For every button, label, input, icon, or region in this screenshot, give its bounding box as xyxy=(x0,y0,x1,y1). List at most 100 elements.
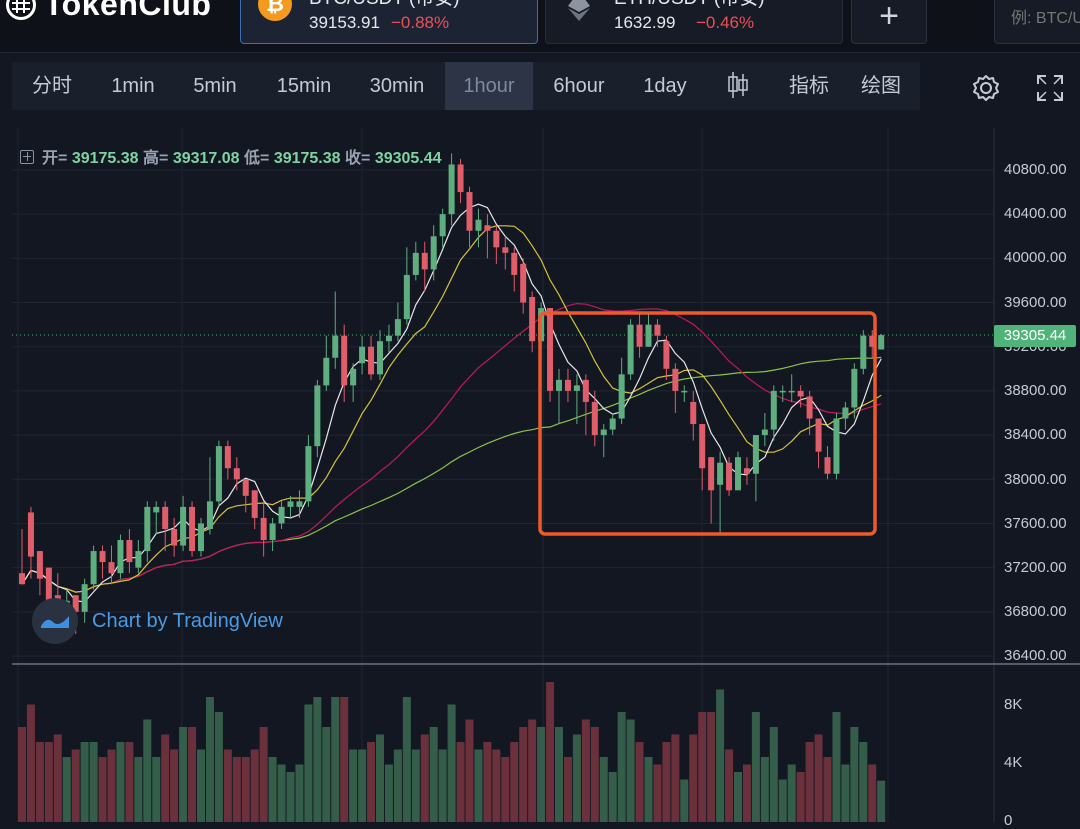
chart-type-button[interactable] xyxy=(718,62,758,110)
tradingview-watermark[interactable]: Chart by TradingView xyxy=(32,598,283,644)
candle-body xyxy=(806,396,813,419)
volume-bar xyxy=(805,742,814,822)
volume-bar xyxy=(537,727,546,822)
volume-bar xyxy=(716,689,725,822)
volume-bar xyxy=(483,742,492,822)
interval-tab-6hour[interactable]: 6hour xyxy=(553,75,605,97)
candle-body xyxy=(72,595,79,612)
volume-bar xyxy=(626,719,635,822)
candle-body xyxy=(618,374,625,419)
volume-bar xyxy=(581,719,590,822)
candle-body xyxy=(260,517,267,541)
interval-tab-1day[interactable]: 1day xyxy=(643,75,687,97)
search-box[interactable] xyxy=(994,0,1080,44)
indicators-button[interactable]: 指标 xyxy=(789,75,829,97)
candle-body xyxy=(198,523,204,552)
ma10-line xyxy=(21,225,882,593)
price-axis-label: 38800.00 xyxy=(1004,382,1067,399)
candle-body xyxy=(520,263,527,303)
candle-body xyxy=(287,501,294,507)
candlestick-icon xyxy=(728,72,748,98)
interval-tab-1min[interactable]: 1min xyxy=(111,75,155,97)
low-label: 低= xyxy=(244,150,270,167)
volume-bar xyxy=(116,742,125,822)
volume-bar xyxy=(742,764,751,822)
volume-bar xyxy=(653,764,662,822)
volume-bar xyxy=(125,742,134,822)
volume-bar xyxy=(760,757,769,822)
candle-body xyxy=(878,335,885,350)
candle-body xyxy=(171,528,178,546)
volume-bar xyxy=(877,780,886,822)
volume-bar xyxy=(662,742,671,822)
volume-bar xyxy=(53,734,62,822)
volume-bar xyxy=(143,719,152,822)
candle-body xyxy=(224,446,231,469)
volume-bar xyxy=(689,734,698,822)
volume-bar xyxy=(474,749,483,822)
volume-bar xyxy=(599,757,608,822)
open-label: 开= xyxy=(42,150,68,167)
volume-bar xyxy=(358,749,367,822)
candle-body xyxy=(547,308,554,391)
last-price-tag: 39305.44 xyxy=(994,325,1076,347)
price-axis-label: 39600.00 xyxy=(1004,294,1067,311)
candle-body xyxy=(135,551,142,568)
add-ticker-button[interactable]: + xyxy=(851,0,927,44)
candle-body xyxy=(126,540,133,563)
price-axis-label: 38000.00 xyxy=(1004,471,1067,488)
candle-body xyxy=(797,390,804,397)
candle-body xyxy=(708,457,715,491)
candle-body xyxy=(233,468,240,480)
volume-bar xyxy=(367,742,376,822)
interval-tab-15min[interactable]: 15min xyxy=(276,75,332,97)
candle-body xyxy=(90,551,97,585)
candle-body xyxy=(761,429,768,436)
candle-body xyxy=(815,418,822,452)
volume-bar xyxy=(62,757,71,822)
app-logo[interactable]: TokenClub xyxy=(6,0,211,23)
interval-tab-1hour[interactable]: 1hour xyxy=(445,62,533,110)
interval-tab-5min[interactable]: 5min xyxy=(193,75,237,97)
volume-bar xyxy=(250,749,259,822)
fullscreen-button[interactable] xyxy=(1030,68,1070,108)
gear-icon xyxy=(973,75,999,101)
drawing-tools-button[interactable]: 绘图 xyxy=(861,75,901,97)
ticker-btc[interactable]: ₿ BTC/USDT (币安) 39153.91 −0.88% xyxy=(240,0,538,44)
ticker-pair: ETH/USDT (币安) xyxy=(614,0,765,10)
candle-body xyxy=(117,540,124,574)
candle-body xyxy=(636,324,643,347)
ethereum-icon xyxy=(568,0,590,21)
top-bar: TokenClub ₿ BTC/USDT (币安) 39153.91 −0.88… xyxy=(0,0,1080,53)
volume-axis-label: 4K xyxy=(1004,754,1023,771)
ma60-line xyxy=(21,356,882,593)
ticker-eth[interactable]: ETH/USDT (币安) 1632.99 −0.46% xyxy=(545,0,843,44)
annotation-rectangle xyxy=(538,311,877,536)
settings-button[interactable] xyxy=(966,68,1006,108)
volume-bar xyxy=(546,682,555,822)
candle-body xyxy=(699,424,706,469)
app-name: TokenClub xyxy=(44,0,212,22)
volume-bar xyxy=(331,697,340,822)
volume-bar xyxy=(71,749,80,822)
expand-legend-icon[interactable] xyxy=(20,150,34,164)
volume-bar xyxy=(778,779,787,822)
volume-bar xyxy=(18,727,26,822)
price-axis-label: 37200.00 xyxy=(1004,559,1067,576)
volume-bar xyxy=(572,734,581,822)
volume-bar xyxy=(259,727,268,822)
interval-tab-30min[interactable]: 30min xyxy=(369,75,425,97)
tradingview-text: Chart by TradingView xyxy=(92,609,283,632)
interval-tab-timeline[interactable]: 分时 xyxy=(32,75,72,97)
volume-bar xyxy=(188,727,197,822)
volume-bar xyxy=(277,764,286,822)
search-input[interactable] xyxy=(1009,9,1080,29)
price-axis-label: 37600.00 xyxy=(1004,515,1067,532)
volume-bar xyxy=(465,719,474,822)
volume-bar xyxy=(232,757,241,822)
candle-body xyxy=(448,164,455,215)
candle-body xyxy=(305,446,312,502)
candle-body xyxy=(394,319,401,336)
volume-bar xyxy=(26,704,35,822)
